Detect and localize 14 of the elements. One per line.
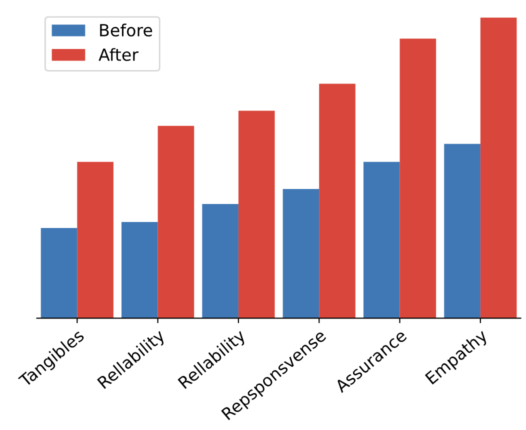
- bar: [444, 144, 480, 318]
- bar: [202, 204, 238, 318]
- bar: [40, 228, 78, 318]
- bar: [77, 162, 114, 318]
- legend-label: After: [98, 48, 138, 61]
- bar: [363, 162, 400, 318]
- bar: [282, 188, 320, 318]
- bar: [480, 18, 517, 318]
- bar: [400, 38, 436, 318]
- bar: [122, 222, 158, 318]
- bar: [319, 84, 356, 318]
- legend-label: Before: [100, 24, 152, 36]
- bar: [158, 126, 194, 318]
- bar: [238, 110, 275, 318]
